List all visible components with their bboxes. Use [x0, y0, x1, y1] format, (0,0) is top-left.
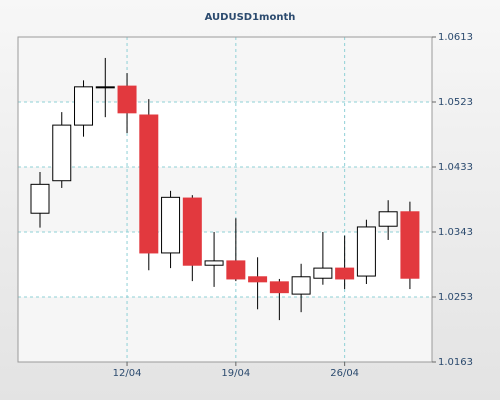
candle-body — [313, 267, 333, 279]
y-tick-label: 1.0163 — [438, 357, 473, 368]
candle-body — [117, 85, 137, 114]
y-tick-label: 1.0613 — [438, 32, 473, 43]
chart-title: AUDUSD1month — [205, 12, 296, 23]
candle-body — [182, 197, 202, 266]
candle-body — [248, 276, 268, 283]
candle-body — [378, 211, 398, 227]
y-tick-label: 1.0253 — [438, 292, 473, 303]
candle-body — [204, 260, 224, 266]
candle-body — [74, 86, 94, 126]
plot-frame — [17, 36, 433, 363]
candle-body — [161, 196, 181, 254]
y-tick-label: 1.0433 — [438, 162, 473, 173]
candle-body — [95, 86, 115, 89]
x-tick-label: 12/04 — [113, 368, 142, 379]
candle-body — [269, 281, 289, 294]
y-tick-label: 1.0343 — [438, 227, 473, 238]
plot-band — [18, 297, 432, 362]
x-tick-label: 26/04 — [330, 368, 359, 379]
candle-body — [226, 260, 246, 280]
x-tick-label: 19/04 — [221, 368, 250, 379]
candle-body — [400, 211, 420, 279]
plot-band — [18, 167, 432, 232]
candle-body — [30, 183, 50, 214]
candle-body — [139, 114, 159, 254]
candle-body — [356, 226, 376, 277]
y-tick-label: 1.0523 — [438, 97, 473, 108]
candle-body — [335, 267, 355, 280]
candle-body — [52, 124, 72, 182]
candle-body — [291, 276, 311, 295]
